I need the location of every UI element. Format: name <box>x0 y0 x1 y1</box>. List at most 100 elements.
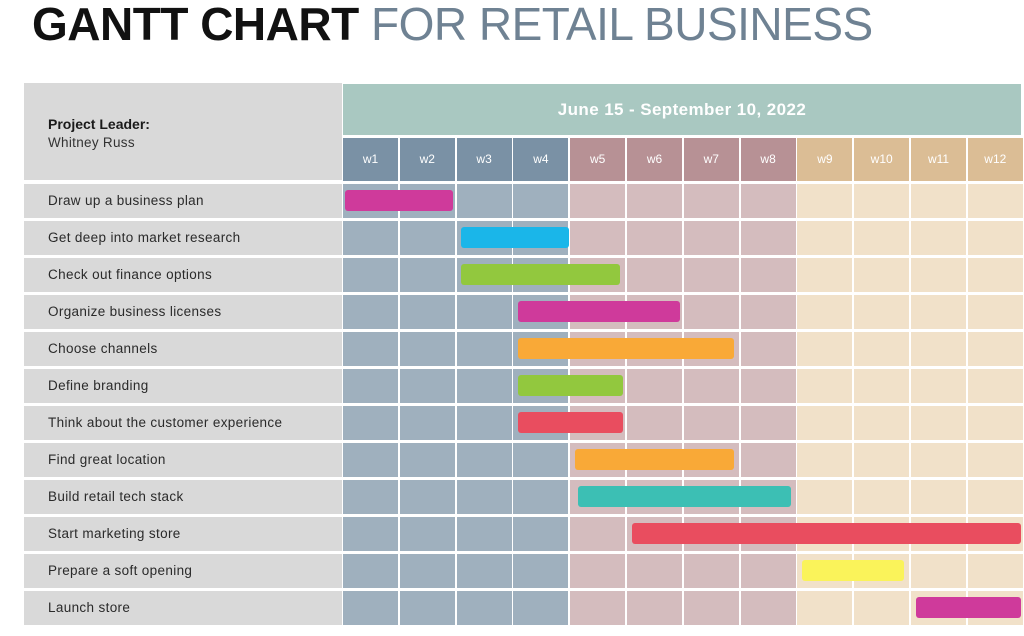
grid-cell <box>570 517 626 551</box>
grid-cell <box>456 517 512 551</box>
grid-cell <box>967 258 1023 292</box>
grid-cell <box>854 295 910 329</box>
grid-cell <box>513 480 569 514</box>
task-bar <box>518 301 681 322</box>
grid-cell <box>399 258 455 292</box>
grid-cell <box>456 295 512 329</box>
grid-cell <box>967 295 1023 329</box>
grid-cell <box>627 554 682 588</box>
grid-cell <box>343 295 398 329</box>
week-header-w1: w1 <box>343 138 398 181</box>
grid-cell <box>683 184 739 218</box>
grid-cell <box>627 406 682 440</box>
task-label: Start marketing store <box>24 517 342 551</box>
task-bar <box>915 597 1021 618</box>
task-bar <box>802 560 905 581</box>
grid-cell <box>854 443 910 477</box>
grid-cell <box>911 184 966 218</box>
grid-cell <box>570 591 626 625</box>
grid-cell <box>797 258 853 292</box>
task-bar <box>518 338 735 359</box>
grid-cell <box>399 332 455 366</box>
grid-cell <box>740 369 796 403</box>
grid-cell <box>911 406 966 440</box>
grid-cell <box>967 184 1023 218</box>
grid-cell <box>343 480 398 514</box>
grid-cell <box>513 184 569 218</box>
grid-cell <box>456 591 512 625</box>
grid-cell <box>343 591 398 625</box>
grid-cell <box>911 480 966 514</box>
grid-cell <box>967 480 1023 514</box>
grid-cell <box>683 258 739 292</box>
week-header-w10: w10 <box>854 138 910 181</box>
grid-cell <box>967 221 1023 255</box>
task-bar <box>461 227 570 248</box>
grid-cell <box>967 332 1023 366</box>
grid-cell <box>967 554 1023 588</box>
grid-cell <box>570 221 626 255</box>
grid-cell <box>456 184 512 218</box>
grid-cell <box>854 591 910 625</box>
project-leader-name: Whitney Russ <box>48 135 135 150</box>
grid-cell <box>683 554 739 588</box>
grid-cell <box>740 406 796 440</box>
project-leader-label: Project Leader: <box>48 116 150 132</box>
task-bar <box>345 190 453 211</box>
week-header-w11: w11 <box>911 138 966 181</box>
grid-cell <box>456 406 512 440</box>
project-leader-box: Project Leader: Whitney Russ <box>24 83 342 180</box>
week-header-w2: w2 <box>399 138 455 181</box>
week-header-w7: w7 <box>683 138 739 181</box>
task-label: Define branding <box>24 369 342 403</box>
grid-cell <box>683 221 739 255</box>
grid-cell <box>399 443 455 477</box>
grid-cell <box>911 443 966 477</box>
task-label: Choose channels <box>24 332 342 366</box>
grid-cell <box>683 406 739 440</box>
grid-cell <box>740 184 796 218</box>
grid-cell <box>456 369 512 403</box>
task-label: Check out finance options <box>24 258 342 292</box>
grid-cell <box>456 480 512 514</box>
task-label: Organize business licenses <box>24 295 342 329</box>
grid-cell <box>399 221 455 255</box>
grid-cell <box>740 221 796 255</box>
task-label: Think about the customer experience <box>24 406 342 440</box>
grid-cell <box>740 295 796 329</box>
grid-cell <box>399 369 455 403</box>
task-bar <box>577 486 791 507</box>
task-label: Find great location <box>24 443 342 477</box>
task-bar <box>461 264 621 285</box>
grid-cell <box>967 369 1023 403</box>
grid-cell <box>683 591 739 625</box>
week-header-w9: w9 <box>797 138 853 181</box>
task-label-column: Project Leader: Whitney Russ Draw up a b… <box>24 83 342 627</box>
grid-cell <box>797 295 853 329</box>
grid-cell <box>740 591 796 625</box>
grid-cell <box>911 258 966 292</box>
task-bar <box>631 523 1021 544</box>
grid-cell <box>399 406 455 440</box>
grid-cell <box>683 369 739 403</box>
week-header-w8: w8 <box>740 138 796 181</box>
date-range-header: June 15 - September 10, 2022 <box>343 84 1021 135</box>
grid-cell <box>399 295 455 329</box>
grid-cell <box>570 554 626 588</box>
grid-cell <box>513 517 569 551</box>
grid-cell <box>740 554 796 588</box>
grid-cell <box>797 221 853 255</box>
task-bar <box>518 375 624 396</box>
grid-cell <box>967 406 1023 440</box>
grid-cell <box>854 184 910 218</box>
week-header-w4: w4 <box>513 138 569 181</box>
grid-cell <box>456 554 512 588</box>
grid-cell <box>967 443 1023 477</box>
week-header-w6: w6 <box>627 138 682 181</box>
grid-cell <box>343 517 398 551</box>
grid-cell <box>627 258 682 292</box>
grid-cell <box>513 591 569 625</box>
grid-cell <box>343 221 398 255</box>
grid-cell <box>740 332 796 366</box>
grid-cell <box>740 443 796 477</box>
